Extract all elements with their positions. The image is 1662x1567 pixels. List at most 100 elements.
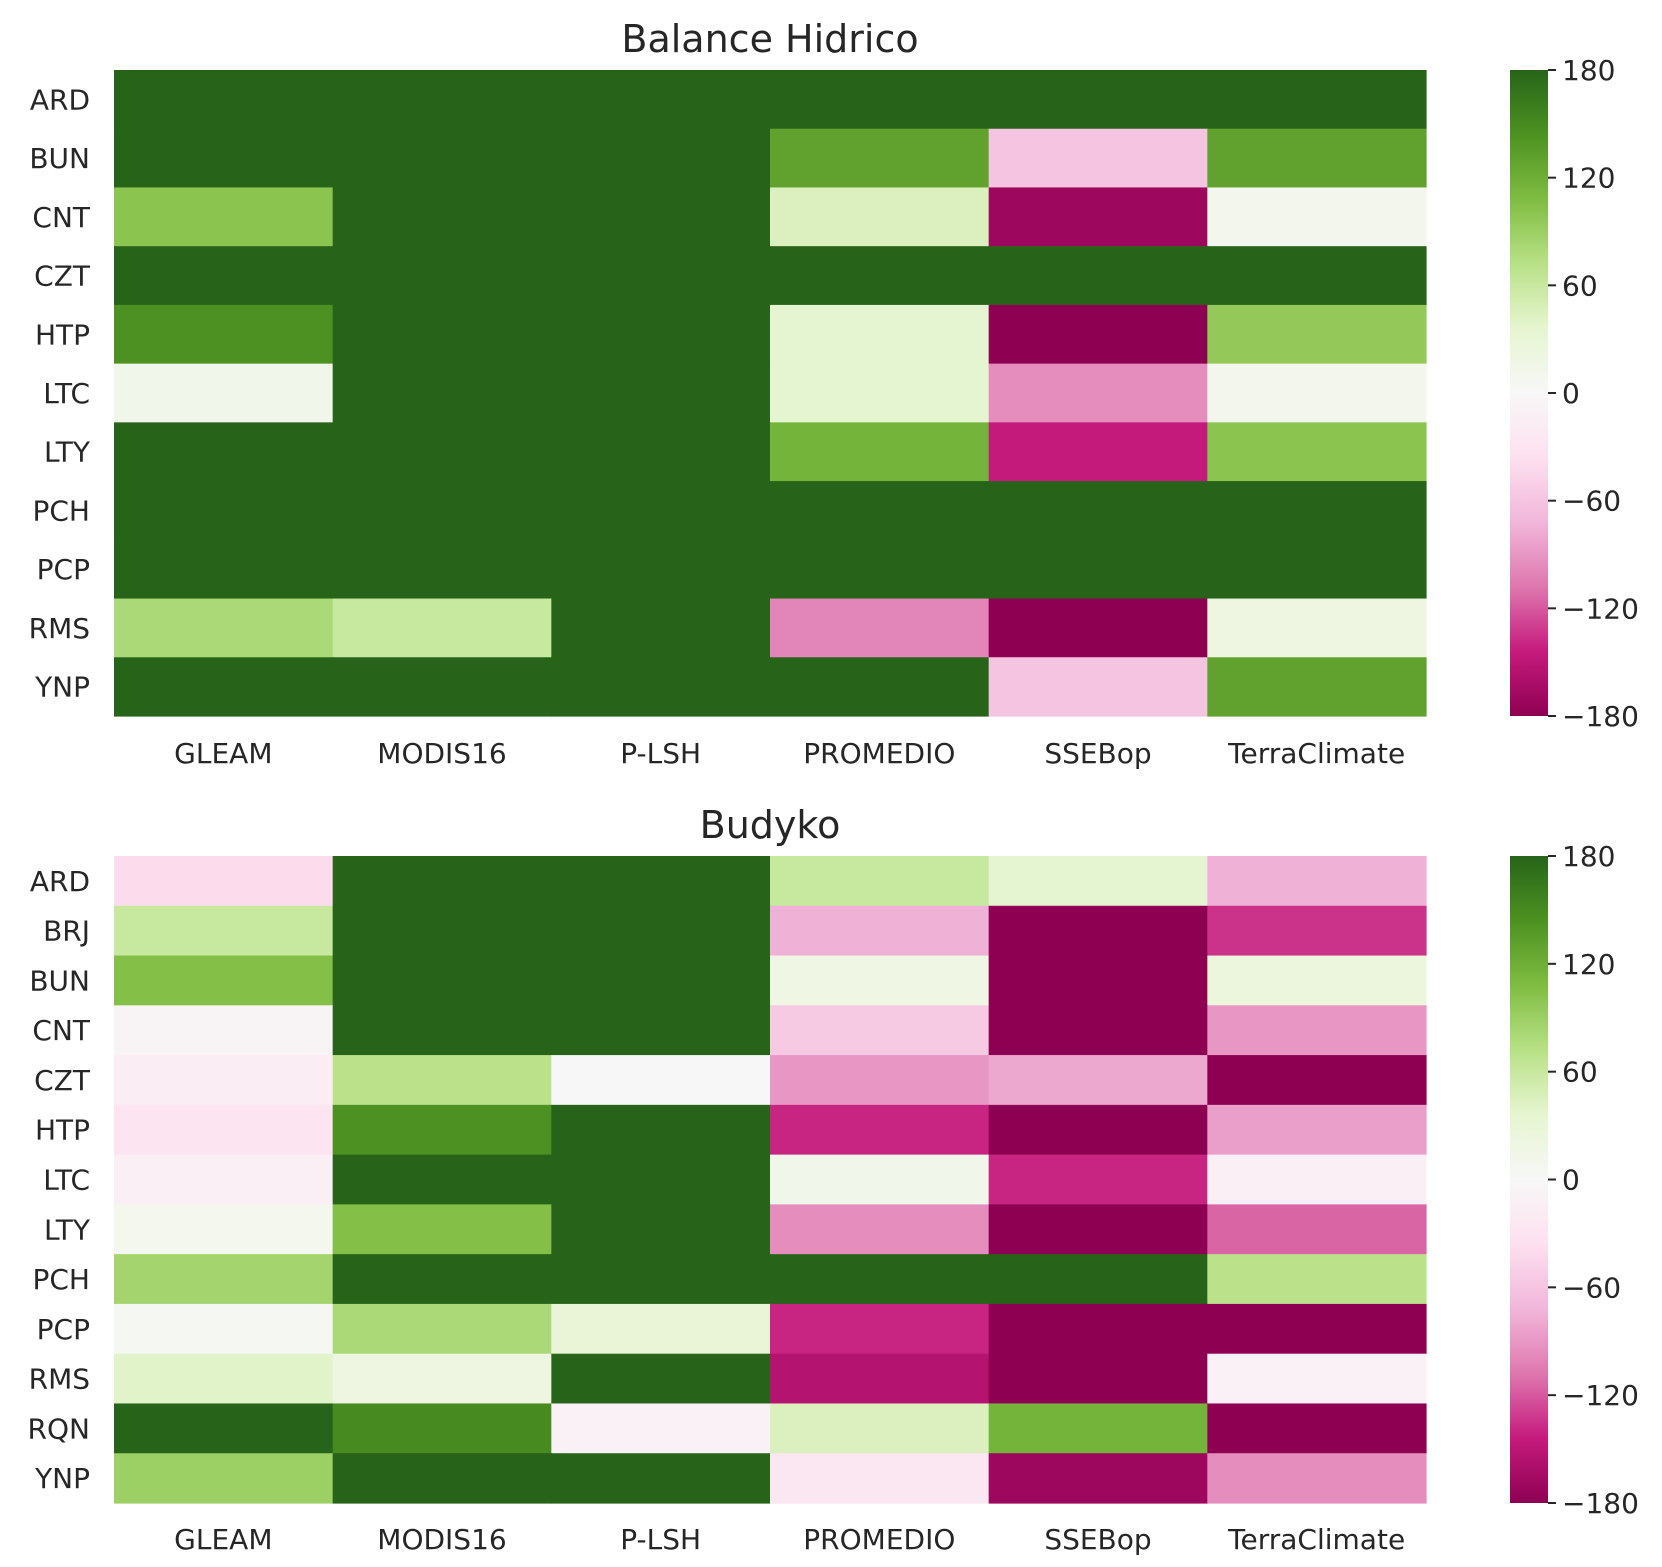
heatmap-cell (332, 1254, 552, 1305)
x-tick-label: MODIS16 (377, 1523, 506, 1556)
heatmap-cell (114, 1005, 334, 1056)
heatmap-cell (770, 128, 990, 189)
heatmap-cell (988, 246, 1208, 306)
y-tick-label: ARD (30, 83, 90, 116)
heatmap-cell (332, 1303, 552, 1355)
heatmap-cell (551, 955, 771, 1006)
heatmap-cell (332, 481, 552, 541)
heatmap-cell (551, 422, 771, 482)
heatmap-cell (1207, 481, 1427, 541)
y-tick-label: PCH (33, 1263, 91, 1296)
heatmap-cell (551, 481, 771, 541)
chart-title: Budyko (700, 803, 841, 847)
y-tick-label: LTC (43, 1164, 90, 1197)
heatmap-cell (770, 1303, 990, 1355)
heatmap-cell (770, 422, 990, 482)
heatmap-cell (114, 1353, 334, 1405)
heatmap-cell (332, 598, 552, 658)
heatmap-cell (551, 363, 771, 423)
x-tick-label: P-LSH (620, 1523, 701, 1556)
heatmap-cell (1207, 955, 1427, 1006)
heatmap-cell (988, 598, 1208, 658)
colorbar-tick-label: 60 (1562, 269, 1598, 302)
colorbar-tick-label: −120 (1562, 1379, 1639, 1412)
heatmap-cell (988, 1254, 1208, 1305)
heatmap-cell (551, 1204, 771, 1255)
heatmap-cell (114, 1104, 334, 1156)
heatmap-cell (114, 905, 334, 957)
y-tick-label: CNT (32, 1014, 90, 1047)
x-tick-label: GLEAM (174, 737, 272, 770)
y-tick-label: PCP (37, 553, 90, 586)
heatmap-cell (551, 1254, 771, 1305)
heatmap-cell (988, 856, 1208, 907)
heatmap-cell (770, 1254, 990, 1305)
heatmap-cell (332, 539, 552, 600)
x-tick-label: SSEBop (1044, 1523, 1151, 1556)
heatmap-cell (551, 905, 771, 957)
heatmap-cell (114, 481, 334, 541)
heatmap-cell (114, 422, 334, 482)
colorbar-tick-label: −60 (1562, 1271, 1621, 1304)
heatmap-cell (1207, 905, 1427, 957)
y-tick-label: BUN (29, 142, 90, 175)
heatmap-cell (988, 187, 1208, 247)
heatmap-cell (332, 422, 552, 482)
heatmap-cell (551, 128, 771, 189)
heatmap-cell (332, 1154, 552, 1205)
x-tick-label: SSEBop (1044, 737, 1151, 770)
heatmap-cell (332, 363, 552, 423)
heatmap-cell (1207, 1154, 1427, 1205)
heatmap-cell (770, 70, 990, 130)
colorbar-tick-label: 60 (1562, 1056, 1598, 1089)
heatmap-cell (1207, 1204, 1427, 1255)
colorbar-tick-label: −180 (1562, 700, 1639, 733)
heatmap-cell (114, 856, 334, 907)
heatmap-cell (770, 481, 990, 541)
heatmap-cell (551, 1005, 771, 1056)
heatmap-cell (551, 1453, 771, 1504)
heatmap-cell (1207, 1453, 1427, 1504)
y-tick-label: RQN (28, 1412, 90, 1445)
heatmap-cell (988, 539, 1208, 600)
colorbar-tick-label: 0 (1562, 377, 1580, 410)
colorbar-tick-label: 180 (1562, 840, 1615, 873)
heatmap-cell (332, 1005, 552, 1056)
heatmap-cell (114, 1403, 334, 1454)
heatmap-cell (332, 187, 552, 247)
heatmap-cell (332, 1104, 552, 1156)
heatmap-cell (114, 1154, 334, 1205)
heatmap-cell (988, 1403, 1208, 1454)
y-tick-label: CZT (34, 260, 91, 293)
y-tick-label: RMS (29, 612, 90, 645)
heatmap-cell (114, 1204, 334, 1255)
heatmap-cell (988, 304, 1208, 365)
heatmap-cell (1207, 1303, 1427, 1355)
y-tick-label: LTY (44, 1213, 91, 1246)
heatmap-cell (332, 856, 552, 907)
heatmap-cell (770, 955, 990, 1006)
heatmap-cell (1207, 128, 1427, 189)
heatmap-cell (988, 1453, 1208, 1504)
y-tick-label: BUN (29, 964, 90, 997)
heatmap-cell (770, 187, 990, 247)
heatmap-cell (332, 1453, 552, 1504)
heatmap-cell (1207, 70, 1427, 130)
colorbar-tick-label: 180 (1562, 54, 1615, 87)
heatmap-cell (1207, 1055, 1427, 1106)
heatmap-cell (770, 1204, 990, 1255)
heatmap-cell (551, 1154, 771, 1205)
heatmap-cell (332, 905, 552, 957)
colorbar-tick-label: −180 (1562, 1487, 1639, 1520)
y-tick-label: CZT (34, 1064, 91, 1097)
heatmap-cell (332, 1055, 552, 1106)
heatmap-cell (988, 955, 1208, 1006)
heatmap-cell (770, 363, 990, 423)
heatmap-cell (1207, 1005, 1427, 1056)
y-tick-label: HTP (35, 1114, 90, 1147)
heatmap-cell (988, 1104, 1208, 1156)
colorbar (1510, 70, 1548, 716)
y-tick-label: HTP (35, 318, 90, 351)
heatmap-cell (551, 1353, 771, 1405)
chart-title: Balance Hidrico (621, 17, 918, 61)
